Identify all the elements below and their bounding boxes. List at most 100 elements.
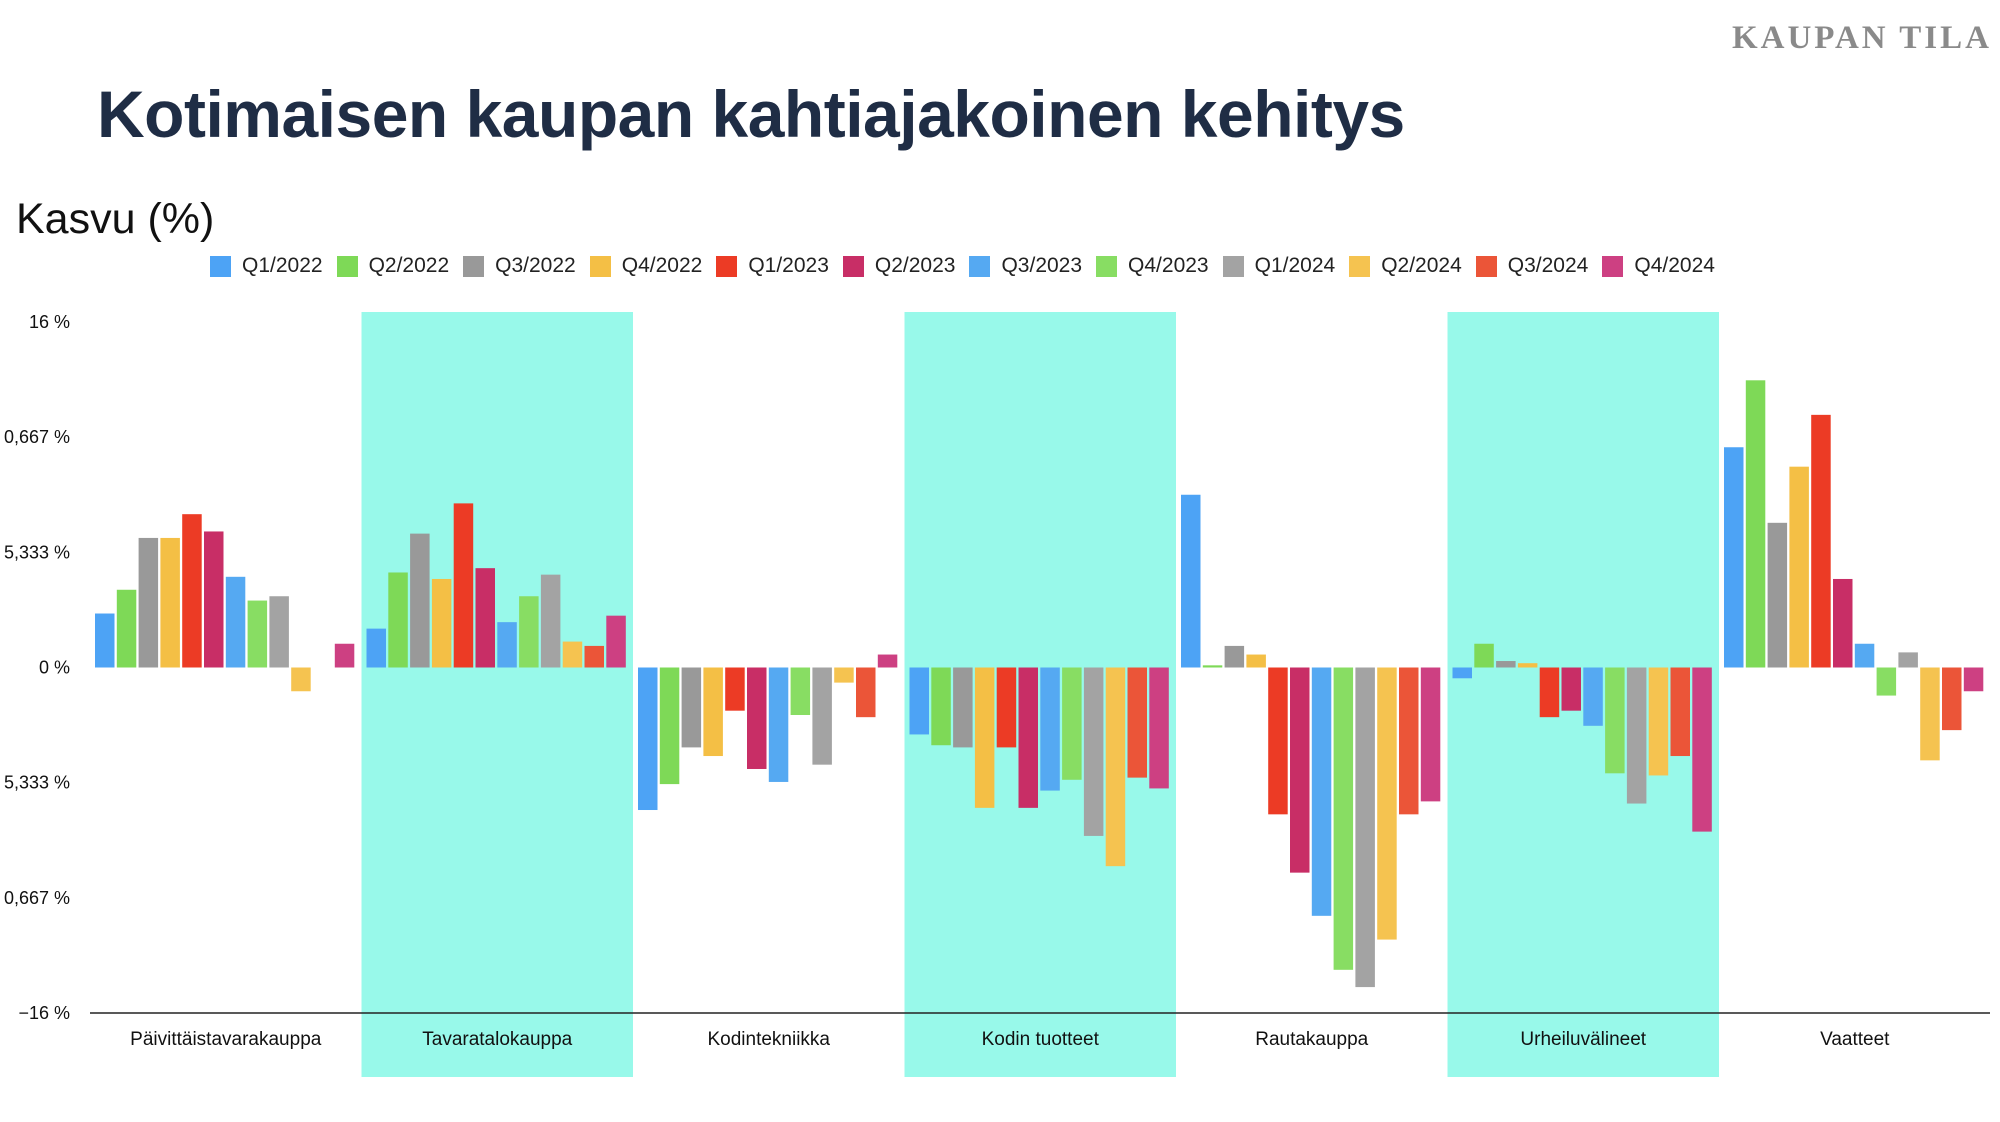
bar	[1942, 667, 1962, 731]
legend-label: Q1/2022	[242, 254, 323, 277]
x-category-label: Kodin tuotteet	[982, 1029, 1100, 1050]
legend-swatch	[1096, 255, 1118, 277]
bar	[909, 667, 929, 735]
legend-swatch	[1349, 255, 1371, 277]
bar	[204, 531, 224, 668]
bar	[974, 667, 995, 808]
legend-label: Q3/2023	[1001, 254, 1083, 277]
legend-entry: Q3/2022	[463, 254, 576, 278]
x-category-label: Rautakauppa	[1255, 1029, 1368, 1050]
legend-label: Q4/2022	[621, 254, 703, 277]
bar	[1833, 578, 1853, 668]
y-tick-label: 5,333 %	[4, 542, 70, 562]
bar	[95, 613, 115, 668]
bar	[1561, 667, 1581, 711]
legend-swatch	[842, 255, 864, 277]
legend-swatch	[1602, 255, 1624, 277]
legend-entry: Q2/2024	[1349, 254, 1462, 278]
highlight-band-2	[361, 312, 633, 1077]
bar	[1062, 667, 1082, 780]
bar	[606, 615, 626, 668]
bar	[1105, 667, 1126, 867]
bar	[1452, 667, 1472, 679]
legend-entry: Q2/2023	[842, 254, 956, 278]
bar	[497, 622, 517, 668]
legend-entry: Q1/2023	[716, 254, 829, 278]
legend-swatch	[716, 255, 738, 277]
legend-swatch	[1222, 255, 1244, 277]
bar	[1626, 667, 1647, 804]
bar	[931, 667, 951, 746]
chart-legend: Q1/2022 Q2/2022 Q3/2022 Q4/2022 Q1/2023 Q2/20…	[210, 254, 1729, 278]
bar	[1517, 663, 1538, 668]
y-tick-label: 0,667 %	[4, 888, 70, 908]
bar	[410, 533, 430, 668]
bar	[1724, 447, 1744, 668]
bar	[1127, 667, 1147, 778]
bar	[366, 628, 386, 668]
legend-entry: Q4/2022	[589, 254, 703, 278]
bar	[834, 667, 854, 683]
legend-label: Q2/2023	[874, 254, 956, 277]
y-tick-label: 16 %	[29, 312, 70, 332]
bar	[475, 568, 495, 668]
bar	[1040, 667, 1060, 791]
bar	[1854, 643, 1875, 668]
bar	[953, 667, 973, 748]
bar	[1876, 667, 1897, 696]
legend-swatch	[589, 255, 611, 277]
bar	[1333, 667, 1354, 970]
y-tick-label: 0 %	[39, 658, 70, 678]
y-tick-label: 0,667 %	[4, 427, 70, 447]
bar	[453, 503, 474, 668]
bar	[1149, 667, 1169, 789]
legend-swatch	[463, 255, 485, 277]
brand-logo: KAUPAN TILA	[1731, 20, 1992, 56]
legend-entry: Q3/2024	[1475, 254, 1589, 278]
bar	[1290, 667, 1310, 873]
bar	[638, 667, 658, 811]
bar	[659, 667, 680, 785]
bar	[1605, 667, 1625, 774]
x-category-label: Urheiluvälineet	[1520, 1029, 1646, 1050]
bar	[138, 537, 159, 668]
bar	[1018, 667, 1038, 808]
bar	[519, 596, 539, 668]
legend-label: Q3/2022	[495, 254, 576, 277]
y-axis-title: Kasvu (%)	[16, 195, 215, 243]
bar	[584, 645, 604, 668]
legend-entry: Q3/2023	[969, 254, 1082, 278]
bar	[1246, 654, 1266, 668]
bar	[562, 641, 583, 668]
legend-label: Q4/2023	[1128, 254, 1209, 277]
bar	[1083, 667, 1104, 836]
bar	[1811, 414, 1831, 668]
bar	[1420, 667, 1441, 802]
bar	[856, 667, 876, 718]
bar	[247, 600, 268, 668]
bar	[225, 576, 246, 668]
bar	[1583, 667, 1603, 726]
bar	[182, 514, 202, 668]
bar	[1268, 667, 1288, 815]
bar	[1355, 667, 1375, 988]
bar	[1474, 643, 1494, 668]
bar	[116, 589, 137, 668]
bar	[996, 667, 1017, 748]
bar	[1670, 667, 1690, 757]
legend-label: Q1/2024	[1254, 254, 1336, 277]
bar	[768, 667, 789, 782]
bar	[1496, 661, 1516, 668]
legend-entry: Q4/2023	[1096, 254, 1209, 278]
x-category-label: Päivittäistavarakauppa	[130, 1029, 322, 1050]
bar	[1224, 645, 1245, 668]
legend-label: Q1/2023	[748, 254, 829, 277]
page-title: Kotimaisen kaupan kahtiajakoinen kehitys	[97, 77, 1405, 151]
bar	[388, 572, 408, 668]
bar	[1920, 667, 1940, 761]
legend-label: Q4/2024	[1634, 254, 1715, 277]
bar	[431, 578, 452, 668]
legend-label: Q3/2024	[1507, 254, 1589, 277]
x-category-label: Tavaratalokauppa	[422, 1029, 572, 1050]
